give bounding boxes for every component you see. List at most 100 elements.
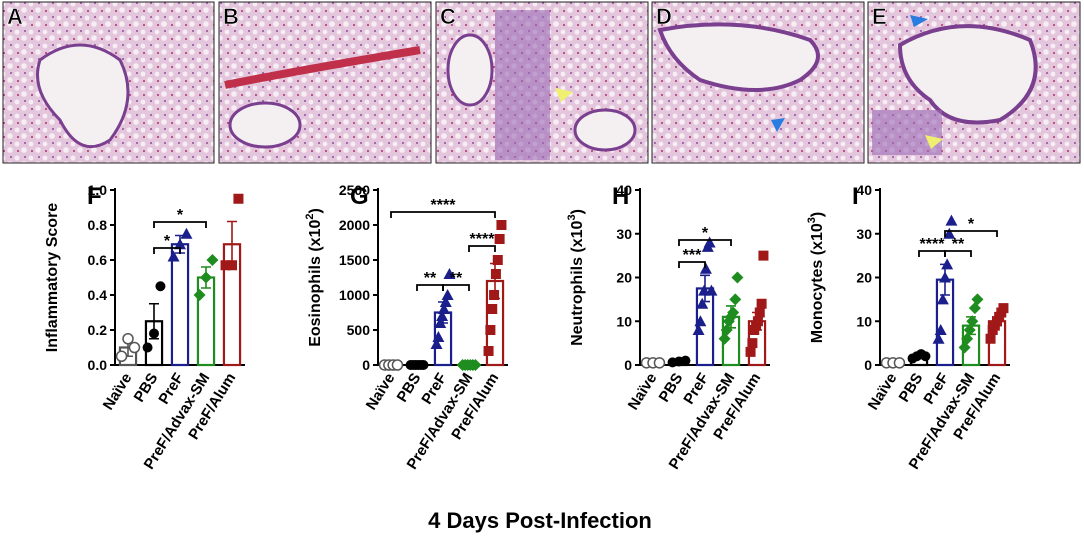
data-point [443, 268, 456, 279]
data-point [489, 290, 500, 300]
data-point [729, 293, 742, 306]
data-point [200, 271, 212, 284]
y-tick-label: 0.6 [88, 252, 108, 268]
data-point [492, 255, 503, 265]
y-tick-label: 2500 [339, 182, 370, 198]
significance-label: *** [683, 247, 702, 264]
y-axis-label-text: Eosinophils (x10 [307, 220, 324, 347]
data-point [747, 338, 758, 349]
y-tick-label: 20 [856, 270, 872, 286]
panel-label: A [7, 4, 23, 29]
y-tick-label: 40 [856, 182, 872, 198]
y-tick-label: 10 [856, 313, 872, 329]
x-tick-label: Naïve [865, 370, 901, 413]
data-point [430, 338, 443, 349]
airway [657, 22, 820, 92]
data-point [966, 315, 979, 328]
y-tick-label: 1500 [339, 252, 370, 268]
data-point [961, 332, 974, 345]
significance-label: **** [920, 236, 946, 253]
y-tick-label: 0.2 [88, 322, 108, 338]
significance-bracket [442, 284, 470, 291]
data-point [941, 258, 954, 270]
significance-bracket [153, 221, 207, 228]
data-point [490, 269, 501, 279]
data-point [699, 262, 712, 274]
data-point [487, 304, 498, 314]
significance-label: ** [952, 236, 965, 253]
data-point [696, 297, 709, 309]
data-point [149, 328, 159, 339]
y-tick-label: 0 [362, 357, 370, 373]
y-axis-label: Eosinophils (x102) [304, 208, 324, 347]
data-point [434, 317, 447, 328]
data-point [441, 289, 454, 300]
y-axis-label-text: Monocytes (x10 [809, 223, 826, 343]
data-point [391, 359, 404, 371]
data-point [720, 324, 733, 336]
significance-label: * [702, 225, 709, 242]
data-point [998, 303, 1009, 314]
data-point [469, 359, 482, 371]
infiltrate [872, 110, 942, 155]
significance-bracket [944, 230, 998, 237]
data-point [971, 293, 984, 306]
panel-label: B [223, 4, 239, 29]
data-point [758, 250, 769, 261]
data-point [432, 331, 445, 342]
y-tick-label: 1.0 [88, 182, 108, 198]
airway [573, 108, 637, 152]
panel-label: I [852, 183, 859, 210]
data-point [494, 234, 505, 244]
significance-label: ** [450, 270, 463, 287]
data-point [893, 357, 906, 369]
bar [170, 243, 190, 367]
y-axis-label-exponent: 3 [566, 214, 578, 220]
data-point [718, 332, 731, 345]
significance-label: * [177, 207, 184, 224]
data-point [439, 296, 452, 307]
caption: 4 Days Post-Infection [428, 508, 652, 533]
data-point [939, 271, 951, 283]
data-point [496, 220, 507, 230]
data-point [943, 227, 956, 239]
panel-label: G [350, 183, 369, 210]
data-point [122, 333, 134, 345]
significance-label: * [968, 216, 975, 233]
data-point [920, 351, 931, 362]
y-tick-label: 10 [616, 313, 632, 329]
significance-label: ** [424, 270, 437, 287]
data-point [653, 357, 666, 369]
y-axis-label-text: Neutrophils (x10 [569, 220, 586, 345]
data-point [932, 332, 945, 344]
data-point [958, 341, 971, 354]
histology [2, 1, 1081, 164]
data-point [745, 346, 756, 357]
data-point [754, 307, 765, 318]
panel-label: E [872, 4, 887, 29]
data-point [752, 316, 763, 327]
data-point [963, 324, 976, 336]
arrow [925, 135, 943, 149]
data-point [483, 346, 494, 356]
data-point [115, 350, 128, 362]
data-point [731, 271, 744, 284]
data-point [985, 333, 996, 344]
airway [36, 43, 130, 149]
infiltrate [495, 10, 550, 160]
data-point [180, 227, 193, 239]
airway [228, 101, 302, 149]
panel-label: C [440, 4, 456, 29]
data-point [174, 238, 186, 250]
y-tick-label: 30 [856, 226, 872, 242]
data-point [694, 315, 707, 327]
significance-bracket [390, 211, 496, 218]
data-point [155, 281, 166, 292]
y-tick-label: 0.8 [88, 217, 108, 233]
y-axis-label-exponent: 2 [304, 214, 316, 220]
data-point [968, 302, 981, 315]
data-point [142, 342, 153, 353]
data-point [436, 310, 449, 321]
data-point [705, 284, 718, 296]
